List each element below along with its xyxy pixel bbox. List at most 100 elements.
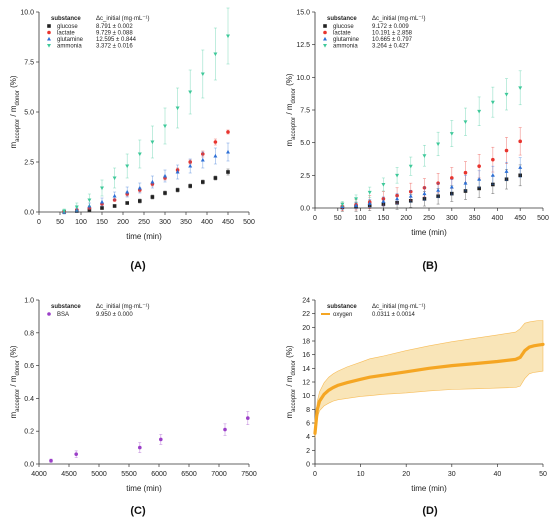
ylabel-part: / m xyxy=(285,103,294,117)
x-tick-label: 7000 xyxy=(211,471,227,478)
legend-header-concentration: Δc_initial (mg·mL⁻¹) xyxy=(372,16,426,22)
x-tick-label: 150 xyxy=(96,219,108,226)
ylabel-part: (%) xyxy=(9,75,18,90)
series-glutamine xyxy=(340,157,523,210)
x-tick-label: 0 xyxy=(37,219,41,226)
data-point xyxy=(188,90,193,95)
legend-marker xyxy=(47,24,51,28)
ylabel-part: (%) xyxy=(285,73,294,88)
data-point xyxy=(395,196,400,201)
legend-series-value: 9.729 ± 0.088 xyxy=(96,31,133,37)
data-point xyxy=(175,106,180,111)
y-tick-label: 20 xyxy=(302,325,310,332)
data-point xyxy=(450,176,454,180)
ylabel-part: m xyxy=(9,412,18,419)
data-point xyxy=(213,176,218,180)
legend-series-value: 12.595 ± 0.844 xyxy=(96,37,137,43)
data-point xyxy=(477,186,481,191)
x-axis-label: time (min) xyxy=(411,484,447,493)
y-tick-label: 0.0 xyxy=(24,210,34,217)
x-tick-label: 50 xyxy=(539,471,547,478)
y-tick-label: 24 xyxy=(302,298,310,305)
data-point xyxy=(213,140,218,144)
x-tick-label: 50 xyxy=(334,215,342,222)
y-tick-label: 0.8 xyxy=(24,330,34,337)
data-point xyxy=(354,203,359,207)
data-point xyxy=(159,437,163,442)
data-point xyxy=(463,170,468,175)
data-point xyxy=(87,208,92,212)
data-point xyxy=(112,176,117,181)
legend-series-name: glucose xyxy=(333,24,354,30)
data-point xyxy=(138,199,142,203)
x-tick-label: 150 xyxy=(378,215,390,222)
y-tick-label: 4 xyxy=(306,434,310,441)
y-tick-label: 0 xyxy=(306,462,310,469)
data-point xyxy=(74,205,79,210)
x-tick-label: 100 xyxy=(75,219,87,226)
x-tick-label: 400 xyxy=(201,219,213,226)
x-tick-label: 450 xyxy=(222,219,234,226)
series-oxygen xyxy=(313,320,545,439)
data-point xyxy=(504,169,509,173)
legend-series-name: glucose xyxy=(57,24,78,30)
data-point xyxy=(100,186,104,191)
data-point xyxy=(137,152,142,157)
data-point xyxy=(226,34,230,39)
series-glucose xyxy=(340,164,522,212)
ylabel-subscript: donor xyxy=(291,360,297,375)
data-point xyxy=(490,100,495,105)
x-tick-label: 0 xyxy=(313,471,317,478)
legend-series-value: 10.191 ± 2.858 xyxy=(372,31,413,37)
ylabel-part: m xyxy=(9,142,18,149)
data-point xyxy=(138,445,142,450)
data-point xyxy=(213,52,218,57)
legend-series-value: 8.791 ± 0.002 xyxy=(96,24,133,30)
data-point xyxy=(518,139,522,144)
x-tick-label: 350 xyxy=(469,215,481,222)
y-tick-label: 0.6 xyxy=(24,363,34,370)
panel-a: 0 50 100 150 200 250 300 350 400 450 500 0.0 2.5 5.0 7… xyxy=(9,7,255,241)
x-tick-label: 20 xyxy=(402,471,410,478)
legend-series-value: 3.264 ± 0.427 xyxy=(372,44,409,50)
data-point xyxy=(137,185,142,190)
data-point xyxy=(112,193,117,198)
y-tick-label: 18 xyxy=(302,339,310,346)
y-tick-label: 0.4 xyxy=(24,396,34,403)
data-point xyxy=(74,452,78,456)
x-tick-label: 5000 xyxy=(91,471,107,478)
data-point xyxy=(340,202,345,207)
y-tick-label: 10.0 xyxy=(20,10,34,17)
data-point xyxy=(449,184,454,189)
ylabel-subscript: acceptor xyxy=(15,119,21,142)
data-point xyxy=(381,199,386,203)
legend-header: substance xyxy=(51,304,81,310)
data-point xyxy=(223,427,227,432)
data-point xyxy=(175,169,180,174)
x-tick-label: 250 xyxy=(423,215,435,222)
data-point xyxy=(125,201,129,205)
data-point xyxy=(150,140,155,145)
x-tick-label: 4000 xyxy=(31,471,47,478)
x-tick-label: 0 xyxy=(313,215,317,222)
ylabel-part: (%) xyxy=(9,345,18,360)
data-point xyxy=(408,194,413,198)
series-lactate xyxy=(340,127,522,211)
x-tick-label: 200 xyxy=(400,215,412,222)
ylabel-part: m xyxy=(285,140,294,147)
x-axis-label: time (min) xyxy=(411,228,447,237)
data-point xyxy=(246,416,250,420)
y-tick-label: 5.0 xyxy=(300,140,310,147)
ylabel-part: / m xyxy=(285,375,294,389)
ylabel-subscript: acceptor xyxy=(291,389,297,412)
legend-series-name: ammonia xyxy=(333,44,358,50)
y-axis-label: macceptor / mdonor (%) xyxy=(285,345,297,418)
legend-series-value: 10.665 ± 0.797 xyxy=(372,37,413,43)
legend-header: substance xyxy=(327,304,357,310)
data-point xyxy=(125,164,130,169)
y-tick-label: 2.5 xyxy=(300,173,310,180)
data-point xyxy=(422,191,427,196)
y-tick-label: 7.5 xyxy=(300,108,310,115)
data-point xyxy=(150,195,155,199)
legend-header-concentration: Δc_initial (mg·mL⁻¹) xyxy=(96,304,150,310)
